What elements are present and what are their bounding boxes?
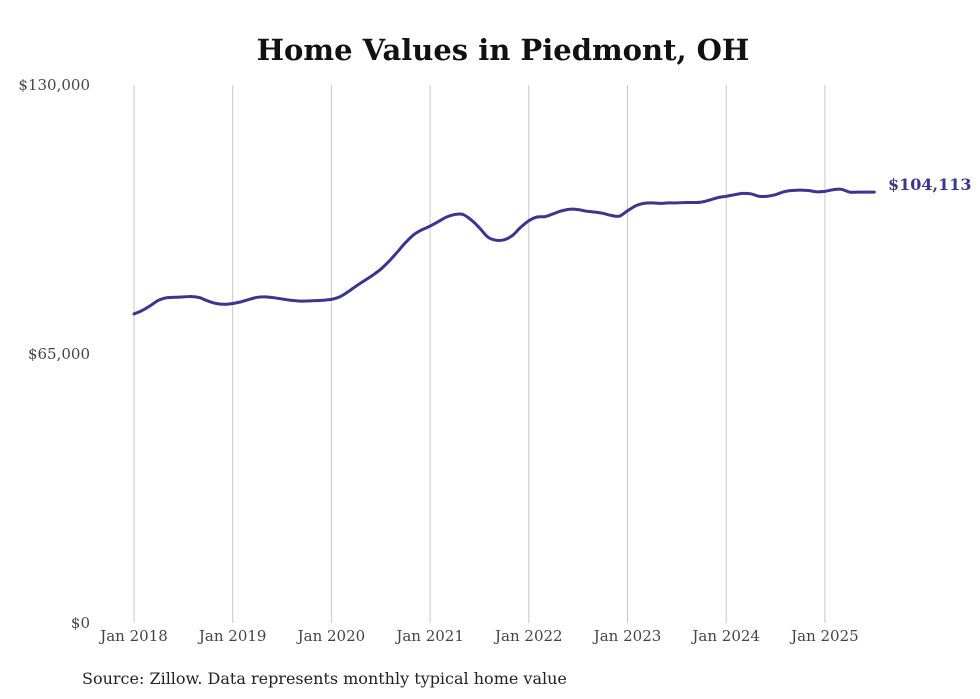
x-tick-label: Jan 2020 xyxy=(296,627,366,645)
x-tick-label: Jan 2021 xyxy=(394,627,464,645)
y-tick-label: $0 xyxy=(71,614,90,632)
x-tick-label: Jan 2019 xyxy=(197,627,267,645)
x-tick-label: Jan 2022 xyxy=(493,627,563,645)
end-value-label: $104,113 xyxy=(888,175,972,194)
y-tick-label: $65,000 xyxy=(28,345,90,363)
y-axis: $0 $65,000 $130,000 xyxy=(18,76,90,632)
series-line xyxy=(132,187,876,316)
chart-title: Home Values in Piedmont, OH xyxy=(257,33,750,67)
x-tick-label: Jan 2025 xyxy=(789,627,859,645)
x-tick-label: Jan 2024 xyxy=(690,627,760,645)
x-tick-label: Jan 2018 xyxy=(98,627,168,645)
source-note: Source: Zillow. Data represents monthly … xyxy=(82,669,567,688)
y-tick-label: $130,000 xyxy=(18,76,90,94)
gridlines xyxy=(133,85,826,623)
x-tick-label: Jan 2023 xyxy=(592,627,662,645)
series-group xyxy=(132,187,876,316)
x-axis: Jan 2018 Jan 2019 Jan 2020 Jan 2021 Jan 2022… xyxy=(98,627,858,645)
